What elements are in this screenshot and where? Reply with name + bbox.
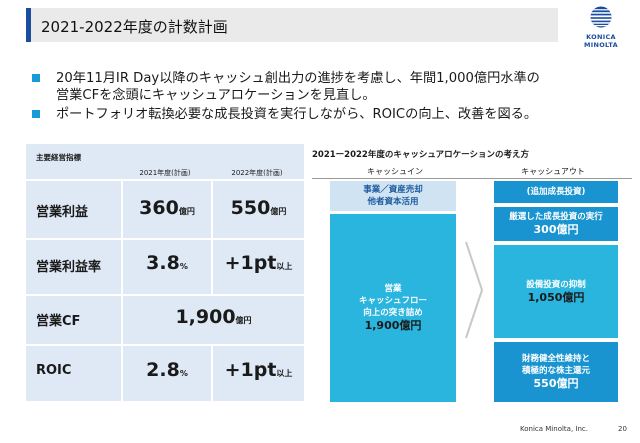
table-divider — [26, 238, 304, 240]
cash-out-heading: キャッシュアウト — [521, 167, 585, 176]
metric-unit: 億円 — [270, 207, 287, 216]
value-2021-operating-profit: 360億円 — [123, 197, 211, 219]
metric-unit: % — [179, 262, 188, 271]
metric-value: 1,900 — [175, 306, 236, 328]
row-label-roic: ROIC — [36, 363, 72, 378]
bullet-item: ポートフォリオ転換必要な成長投資を実行しながら、ROICの向上、改善を図る。 — [30, 106, 620, 123]
cash-out-growth-investment-box: 厳選した成長投資の実行 300億円 — [494, 207, 618, 241]
value-2021-operating-margin: 3.8% — [123, 252, 211, 274]
bullet-square-icon — [32, 110, 40, 118]
box-label: 他者資本活用 — [367, 197, 419, 207]
box-value: 300億円 — [533, 223, 579, 236]
footer-company: Konica Minolta, Inc. — [520, 425, 588, 433]
box-label: 営業 — [384, 284, 402, 294]
box-value: 1,050億円 — [527, 290, 585, 304]
box-label: 厳選した成長投資の実行 — [509, 212, 603, 222]
metric-unit: 億円 — [235, 316, 252, 325]
table-divider — [211, 344, 213, 401]
box-label: 設備投資の抑制 — [526, 279, 586, 290]
metric-unit: 以上 — [276, 262, 293, 271]
metric-value: 2.8 — [146, 359, 180, 381]
title-bar: 2021-2022年度の計数計画 — [26, 8, 558, 42]
metric-value: 360 — [139, 197, 179, 219]
box-label: (追加成長投資) — [526, 187, 586, 197]
cash-out-additional-growth-box: (追加成長投資) — [494, 181, 618, 203]
summary-bullets: 20年11月IR Day以降のキャッシュ創出力の進捗を考慮し、年間1,000億円… — [30, 70, 620, 123]
bullet-line: 営業CFを念頭にキャッシュアロケーションを見直し。 — [56, 88, 376, 103]
page-title: 2021-2022年度の計数計画 — [41, 18, 228, 36]
table-divider — [26, 179, 304, 181]
value-2022-operating-profit: 550億円 — [213, 197, 304, 219]
row-label-operating-profit: 営業利益 — [36, 205, 89, 220]
value-2022-operating-margin: +1pt以上 — [213, 252, 304, 274]
value-2021-roic: 2.8% — [123, 359, 211, 381]
cash-in-asset-sale-box: 事業／資産売却 他者資本活用 — [330, 181, 456, 211]
box-label: 事業／資産売却 — [363, 185, 423, 195]
diagram-title: 2021ー2022年度のキャッシュアロケーションの考え方 — [312, 150, 529, 160]
box-value: 550億円 — [533, 377, 579, 390]
heading-divider — [312, 178, 632, 179]
cash-out-capex-box: 設備投資の抑制 1,050億円 — [494, 245, 618, 338]
company-logo: KONICA MINOLTA — [568, 6, 634, 49]
table-caption: 主要経営指標 — [36, 153, 81, 162]
row-label-operating-margin: 営業利益率 — [36, 260, 102, 275]
table-divider — [26, 294, 304, 296]
cash-out-shareholder-return-box: 財務健全性維持と 積極的な株主還元 550億円 — [494, 342, 618, 402]
metric-value: 3.8 — [146, 252, 180, 274]
box-label: キャッシュフロー — [358, 296, 427, 306]
logo-text: KONICA MINOLTA — [584, 33, 618, 49]
box-value: 1,900億円 — [364, 319, 422, 332]
key-metrics-table: 主要経営指標 2021年度(計画) 2022年度(計画) 営業利益 360億円 … — [26, 144, 304, 401]
metric-unit: 億円 — [178, 207, 195, 216]
bullet-square-icon — [32, 74, 40, 82]
box-label: 積極的な株主還元 — [521, 366, 590, 376]
metric-value: 550 — [230, 197, 271, 219]
column-header-2021: 2021年度(計画) — [139, 169, 191, 177]
metric-unit: 以上 — [276, 369, 293, 378]
table-divider — [211, 179, 213, 294]
bullet-line: 20年11月IR Day以降のキャッシュ創出力の進捗を考慮し、年間1,000億円… — [56, 71, 540, 86]
column-header-2022: 2022年度(計画) — [231, 169, 283, 177]
value-operating-cf-merged: 1,900億円 — [123, 306, 304, 328]
table-divider — [121, 179, 123, 401]
bullet-item: 20年11月IR Day以降のキャッシュ創出力の進捗を考慮し、年間1,000億円… — [30, 70, 620, 104]
table-divider — [26, 344, 304, 346]
page-number: 20 — [618, 425, 627, 433]
cash-in-heading: キャッシュイン — [367, 167, 423, 176]
metric-value: +1pt — [224, 252, 277, 274]
konica-minolta-globe-icon — [590, 6, 612, 28]
chevron-right-icon — [465, 241, 484, 339]
value-2022-roic: +1pt以上 — [213, 359, 304, 381]
box-label: 財務健全性維持と — [521, 354, 590, 364]
cash-in-operating-cf-box: 営業 キャッシュフロー 向上の突き詰め 1,900億円 — [330, 214, 456, 402]
row-label-operating-cf: 営業CF — [36, 314, 81, 329]
metric-unit: % — [179, 369, 188, 378]
bullet-line: ポートフォリオ転換必要な成長投資を実行しながら、ROICの向上、改善を図る。 — [56, 107, 538, 122]
metric-value: +1pt — [224, 359, 277, 381]
box-label: 向上の突き詰め — [363, 308, 423, 318]
